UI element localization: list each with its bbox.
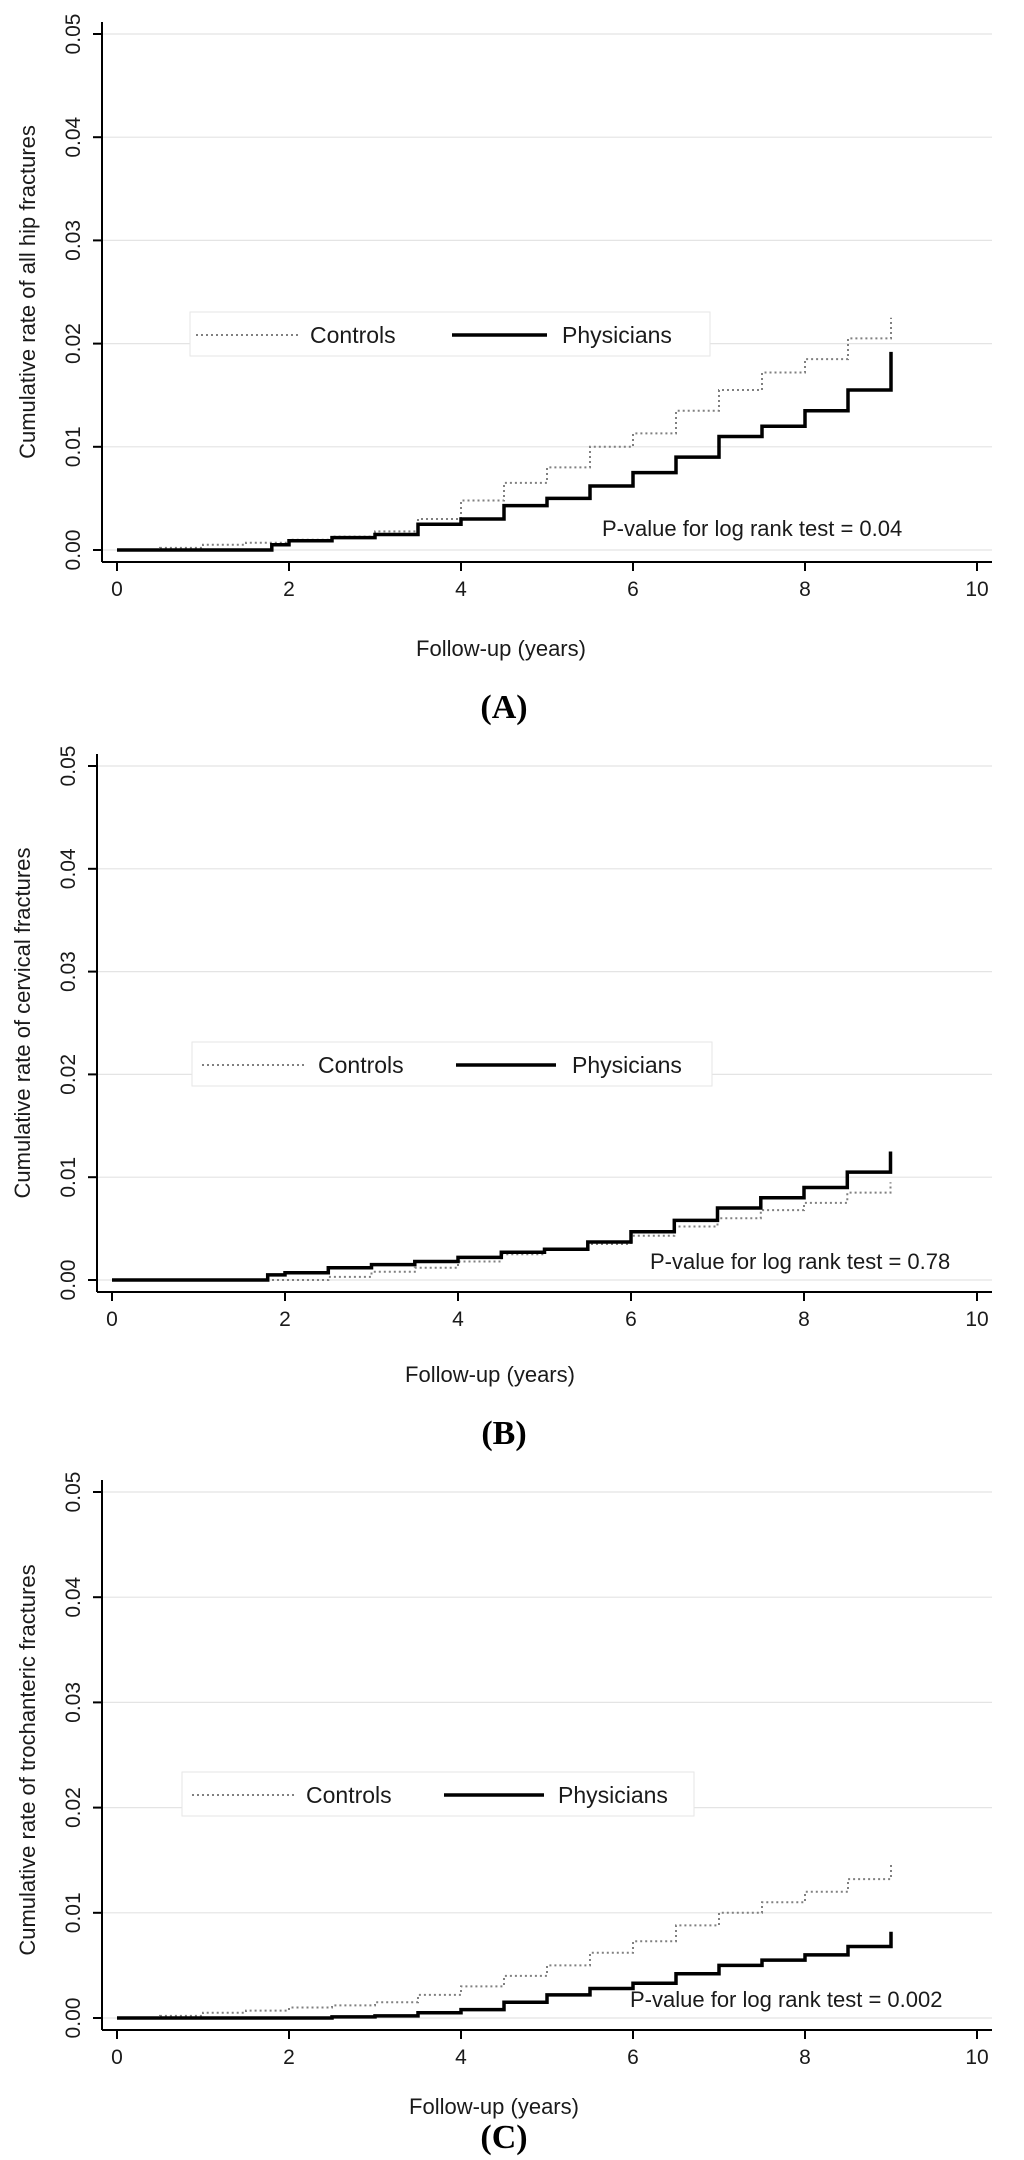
y-tick-label: 0.02 [62,1787,85,1828]
legend-label-physicians: Physicians [572,1052,682,1078]
x-tick-label: 10 [965,578,988,601]
y-axis-ticks: 0.00 0.01 0.02 0.03 0.04 0.05 [62,1472,102,2039]
y-tick-label: 0.03 [57,951,80,992]
series-line-controls [117,1862,892,2019]
x-tick-label: 6 [627,578,639,601]
panel-label: (A) [480,689,527,726]
p-value-annotation: P-value for log rank test = 0.04 [602,516,902,541]
x-tick-label: 2 [283,578,295,601]
x-axis-ticks: 0 2 4 6 8 10 [106,1292,989,1331]
legend-label-controls: Controls [310,322,396,348]
x-axis-label: Follow-up (years) [416,636,586,661]
x-tick-label: 6 [625,1308,637,1331]
panel-b: 0.00 0.01 0.02 0.03 0.04 0.05 0 2 4 6 8 10 Control… [10,746,992,1452]
x-tick-label: 8 [799,2046,811,2069]
x-tick-label: 4 [452,1308,464,1331]
x-axis-ticks: 0 2 4 6 8 10 [111,2030,989,2069]
y-tick-label: 0.01 [57,1157,80,1198]
x-tick-label: 0 [106,1308,118,1331]
panel-label: (B) [481,1415,526,1452]
y-axis-label: Cumulative rate of cervical fractures [10,848,35,1199]
x-axis-label: Follow-up (years) [405,1362,575,1387]
x-tick-label: 0 [111,2046,123,2069]
legend: Controls Physicians [181,1771,695,1817]
y-tick-label: 0.05 [62,1472,85,1513]
y-tick-label: 0.04 [57,848,80,889]
p-value-annotation: P-value for log rank test = 0.78 [650,1249,950,1274]
panel-label: (C) [480,2119,527,2156]
y-tick-label: 0.05 [62,14,85,55]
x-tick-label: 8 [798,1308,810,1331]
legend: Controls Physicians [191,1041,713,1087]
x-tick-label: 4 [455,578,467,601]
y-tick-label: 0.04 [62,116,85,157]
y-axis-ticks: 0.00 0.01 0.02 0.03 0.04 0.05 [57,746,97,1301]
gridlines [97,765,992,1281]
y-axis-label: Cumulative rate of all hip fractures [15,125,40,459]
y-tick-label: 0.01 [62,426,85,467]
x-tick-label: 6 [627,2046,639,2069]
series-lines [117,317,893,552]
legend-label-physicians: Physicians [558,1782,668,1808]
y-tick-label: 0.04 [62,1576,85,1617]
y-tick-label: 0.02 [62,323,85,364]
y-tick-label: 0.05 [57,746,80,787]
series-lines [117,1862,893,2020]
plot-area [97,754,992,1292]
x-tick-label: 2 [279,1308,291,1331]
legend-label-controls: Controls [318,1052,404,1078]
y-axis-ticks: 0.00 0.01 0.02 0.03 0.04 0.05 [62,14,102,571]
legend-label-controls: Controls [306,1782,392,1808]
legend: Controls Physicians [189,311,711,357]
x-tick-label: 4 [455,2046,467,2069]
x-axis-label: Follow-up (years) [409,2094,579,2119]
x-tick-label: 10 [965,2046,988,2069]
series-line-physicians [112,1151,893,1282]
legend-label-physicians: Physicians [562,322,672,348]
p-value-annotation: P-value for log rank test = 0.002 [630,1987,942,2012]
series-line-controls [117,317,892,551]
gridlines [102,33,992,551]
panel-a: 0.00 0.01 0.02 0.03 0.04 0.05 0 2 4 6 8 10 Control… [15,14,992,726]
series-lines [112,1151,893,1282]
series-line-controls [112,1182,892,1281]
y-tick-label: 0.02 [57,1054,80,1095]
y-tick-label: 0.00 [57,1260,80,1301]
y-tick-label: 0.00 [62,1998,85,2039]
x-tick-label: 8 [799,578,811,601]
x-tick-label: 2 [283,2046,295,2069]
y-axis-label: Cumulative rate of trochanteric fracture… [15,1564,40,1955]
gridlines [102,1491,992,2019]
plot-area [102,22,992,562]
y-tick-label: 0.03 [62,1682,85,1723]
x-tick-label: 10 [965,1308,988,1331]
x-tick-label: 0 [111,578,123,601]
y-tick-label: 0.01 [62,1892,85,1933]
series-line-physicians [117,1931,893,2020]
series-line-physicians [117,351,893,552]
y-tick-label: 0.00 [62,530,85,571]
y-tick-label: 0.03 [62,220,85,261]
panel-c: 0.00 0.01 0.02 0.03 0.04 0.05 0 2 4 6 8 10 Control… [15,1472,992,2156]
x-axis-ticks: 0 2 4 6 8 10 [111,562,989,601]
